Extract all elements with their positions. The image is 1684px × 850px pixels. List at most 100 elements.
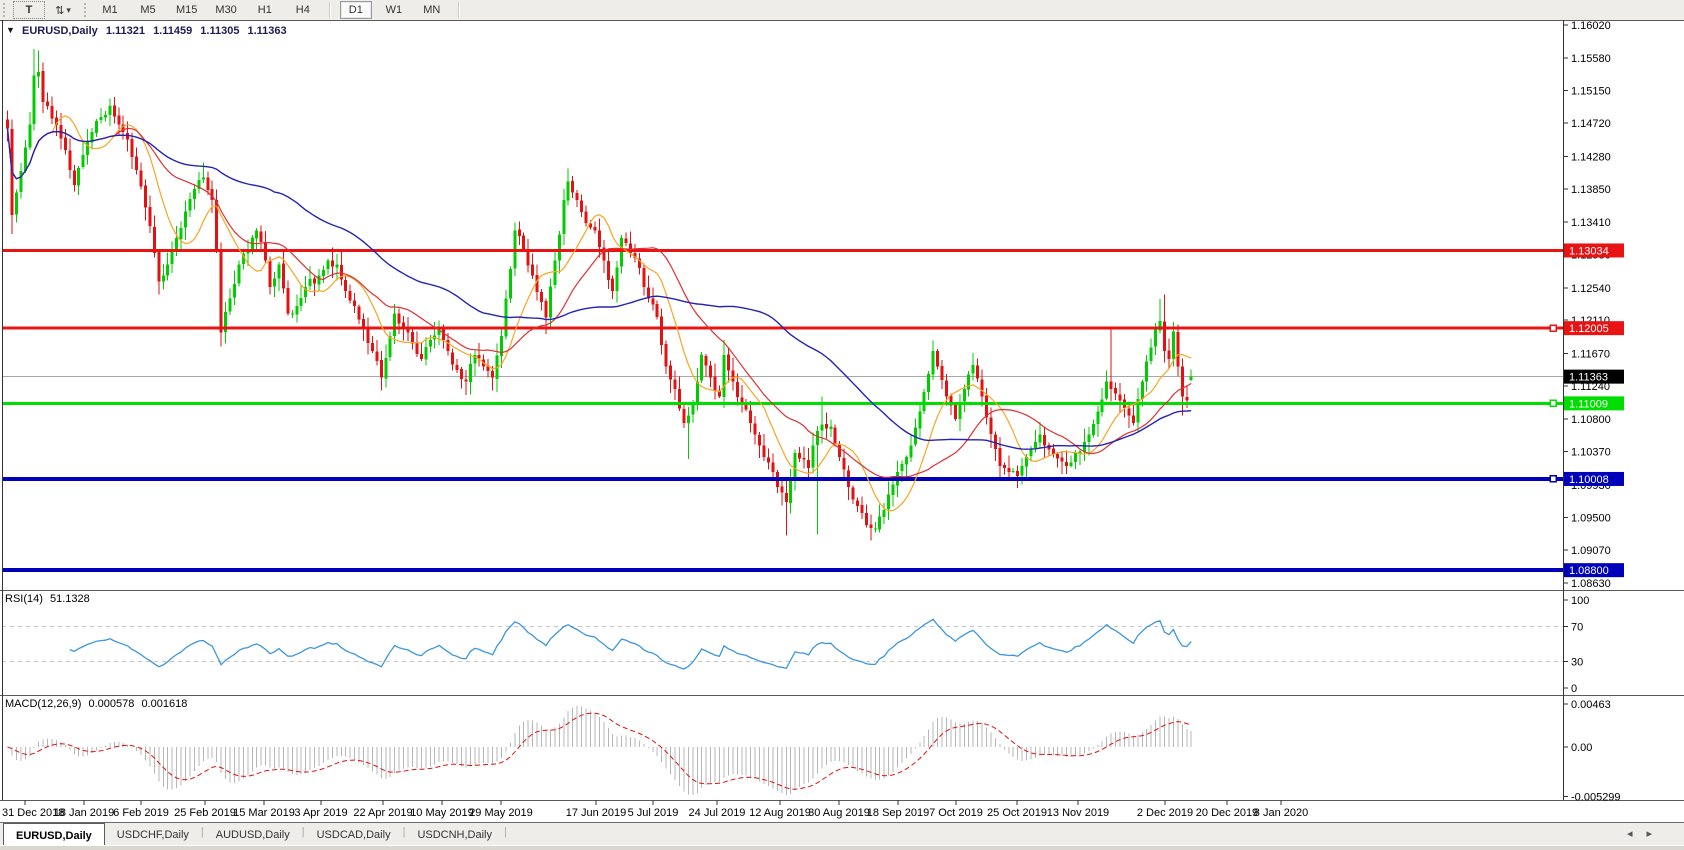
date-tick-label: 31 Dec 2018 [2,807,64,819]
current-price-badge-label: 1.11363 [1569,372,1608,384]
date-tick-label: 6 Feb 2019 [113,807,169,819]
chart-tab-audusd[interactable]: AUDUSD,Daily [215,828,290,841]
quote-low: 1.11305 [200,25,240,37]
price-tick-label: 1.08630 [1571,578,1611,590]
chart-tab-usdcnh[interactable]: USDCNH,Daily [417,828,492,841]
date-tick-label: 25 Oct 2019 [987,807,1047,819]
toolbar-grip[interactable] [3,3,8,17]
price-tick-label: 1.14280 [1571,151,1611,163]
date-tick-label: 18 Sep 2019 [867,807,929,819]
price-tick-label: 1.10370 [1571,447,1611,459]
timeframe-button-h1[interactable]: H1 [257,4,272,16]
date-tick-label: 2 Dec 2019 [1137,807,1193,819]
price-level-badge-label: 1.08800 [1569,565,1609,577]
timeframe-button-h4[interactable]: H4 [295,4,310,16]
date-tick-label: 18 Jan 2019 [54,807,115,819]
candles-layer [6,49,1193,541]
timeframe-button-m15[interactable]: M15 [176,4,198,16]
timeframe-button-mn[interactable]: MN [423,4,441,16]
level-handle[interactable] [1549,399,1557,408]
rsi-tick-label: 0 [1571,683,1577,695]
price-level-badge [1564,321,1624,336]
price-level-badge-label: 1.13034 [1569,245,1609,257]
price-tick-label: 1.09070 [1571,545,1611,557]
timeframe-button-m1[interactable]: M1 [102,4,118,16]
date-tick-label: 3 Apr 2019 [294,807,347,819]
tab-scroll-right-icon[interactable]: ▸ [1646,828,1666,840]
level-handle[interactable] [1549,475,1557,483]
timeframe-button-group: M1 M5 M15 M30 H1 H4 D1 W1 MN [94,1,463,19]
quote-open: 1.11321 [105,25,145,37]
date-tick-label: 25 Feb 2019 [174,807,236,819]
tab-separator: | [301,826,305,838]
macd-tick-label: 0.00 [1571,742,1592,754]
cycle-arrows-icon: ⇅ [55,4,65,17]
macd-value: 0.000578 [88,698,135,710]
date-tick-label: 13 Nov 2019 [1047,807,1109,819]
date-tick-label: 10 May 2019 [410,807,474,819]
chevron-down-icon: ▾ [66,4,71,15]
tabs-holder: EURUSD,Daily USDCHF,Daily | AUDUSD,Daily | US… [0,823,507,846]
price-tick-label: 1.16020 [1571,20,1611,32]
price-tick-label: 1.09500 [1571,512,1611,524]
chart-tab-usdchf[interactable]: USDCHF,Daily [116,828,189,841]
quote-close: 1.11363 [247,25,287,37]
date-tick-label: 17 Jun 2019 [566,807,627,819]
price-level-badge-label: 1.11009 [1569,398,1608,410]
price-tick-label: 1.13850 [1571,184,1611,196]
macd-label-row: MACD(12,26,9) 0.000578 0.001618 [5,698,187,710]
price-axis: 1.16020 1.15580 1.15150 1.14720 1.14280 1.138… [1563,20,1624,803]
price-level-badge [1564,471,1624,486]
date-tick-label: 7 Oct 2019 [929,807,983,819]
timeframe-button-m5[interactable]: M5 [140,4,156,16]
slow-ma [6,128,1192,450]
chart-tab-usdcad[interactable]: USDCAD,Daily [316,828,391,841]
text-tool-button[interactable]: T [13,1,45,19]
chart-title-row: ▼ EURUSD,Daily 1.11321 1.11459 1.11305 1… [6,25,287,37]
price-tick-label: 1.10800 [1571,414,1611,426]
timeframe-button-d1[interactable]: D1 [339,1,372,19]
timeframe-button-w1[interactable]: W1 [385,4,403,16]
price-tick-label: 1.11670 [1571,348,1610,360]
rsi-label-row: RSI(14) 51.1328 [5,593,90,605]
date-tick-label: 5 Jul 2019 [628,807,679,819]
mid-ma [6,127,1192,478]
macd-tick-label: 0.00463 [1571,699,1611,711]
level-handle[interactable] [1549,324,1557,332]
level-lines-layer [2,248,1563,573]
current-price-badge [1564,369,1624,384]
symbol-dropdown-icon[interactable]: ▼ [6,25,15,35]
price-tick-label: 1.15150 [1571,86,1611,98]
rsi-tick-label: 30 [1571,657,1583,669]
cycle-arrows-button[interactable]: ⇅ ▾ [47,1,79,19]
macd-signal-line [7,712,1192,790]
price-level-badge [1564,563,1624,578]
price-level-badge [1564,243,1624,258]
top-toolbar: T ⇅ ▾ M1 M5 M15 M30 H1 H4 D1 W1 MN [0,0,1684,20]
price-level-badge-label: 1.12005 [1569,323,1609,335]
price-level-badge [1564,396,1624,411]
price-tick-label: 1.12540 [1571,283,1611,295]
symbol-label: EURUSD,Daily [21,25,98,37]
price-tick-label: 1.15580 [1571,53,1611,65]
tab-separator: | [504,826,507,838]
rsi-value: 51.1328 [49,593,90,605]
rsi-tick-label: 70 [1571,621,1583,633]
date-tick-label: 15 Mar 2019 [233,807,295,819]
price-tick-label: 1.11240 [1571,381,1610,393]
macd-signal-value: 0.001618 [141,698,188,710]
tab-scroll-left-icon[interactable]: ◂ [1626,828,1647,840]
toolbar-grip[interactable] [84,3,89,17]
chart-tab-eurusd[interactable]: EURUSD,Daily [3,823,105,846]
date-tick-label: 8 Jan 2020 [1254,807,1308,819]
tab-scroll-arrows: ◂▸ [1627,827,1666,840]
tab-separator: | [200,826,204,838]
timeframe-button-m30[interactable]: M30 [215,4,237,16]
rsi-label: RSI(14) [5,593,43,605]
date-tick-label: 24 Jul 2019 [689,807,746,819]
quote-high: 1.11459 [153,25,193,37]
status-strip [0,845,1684,850]
